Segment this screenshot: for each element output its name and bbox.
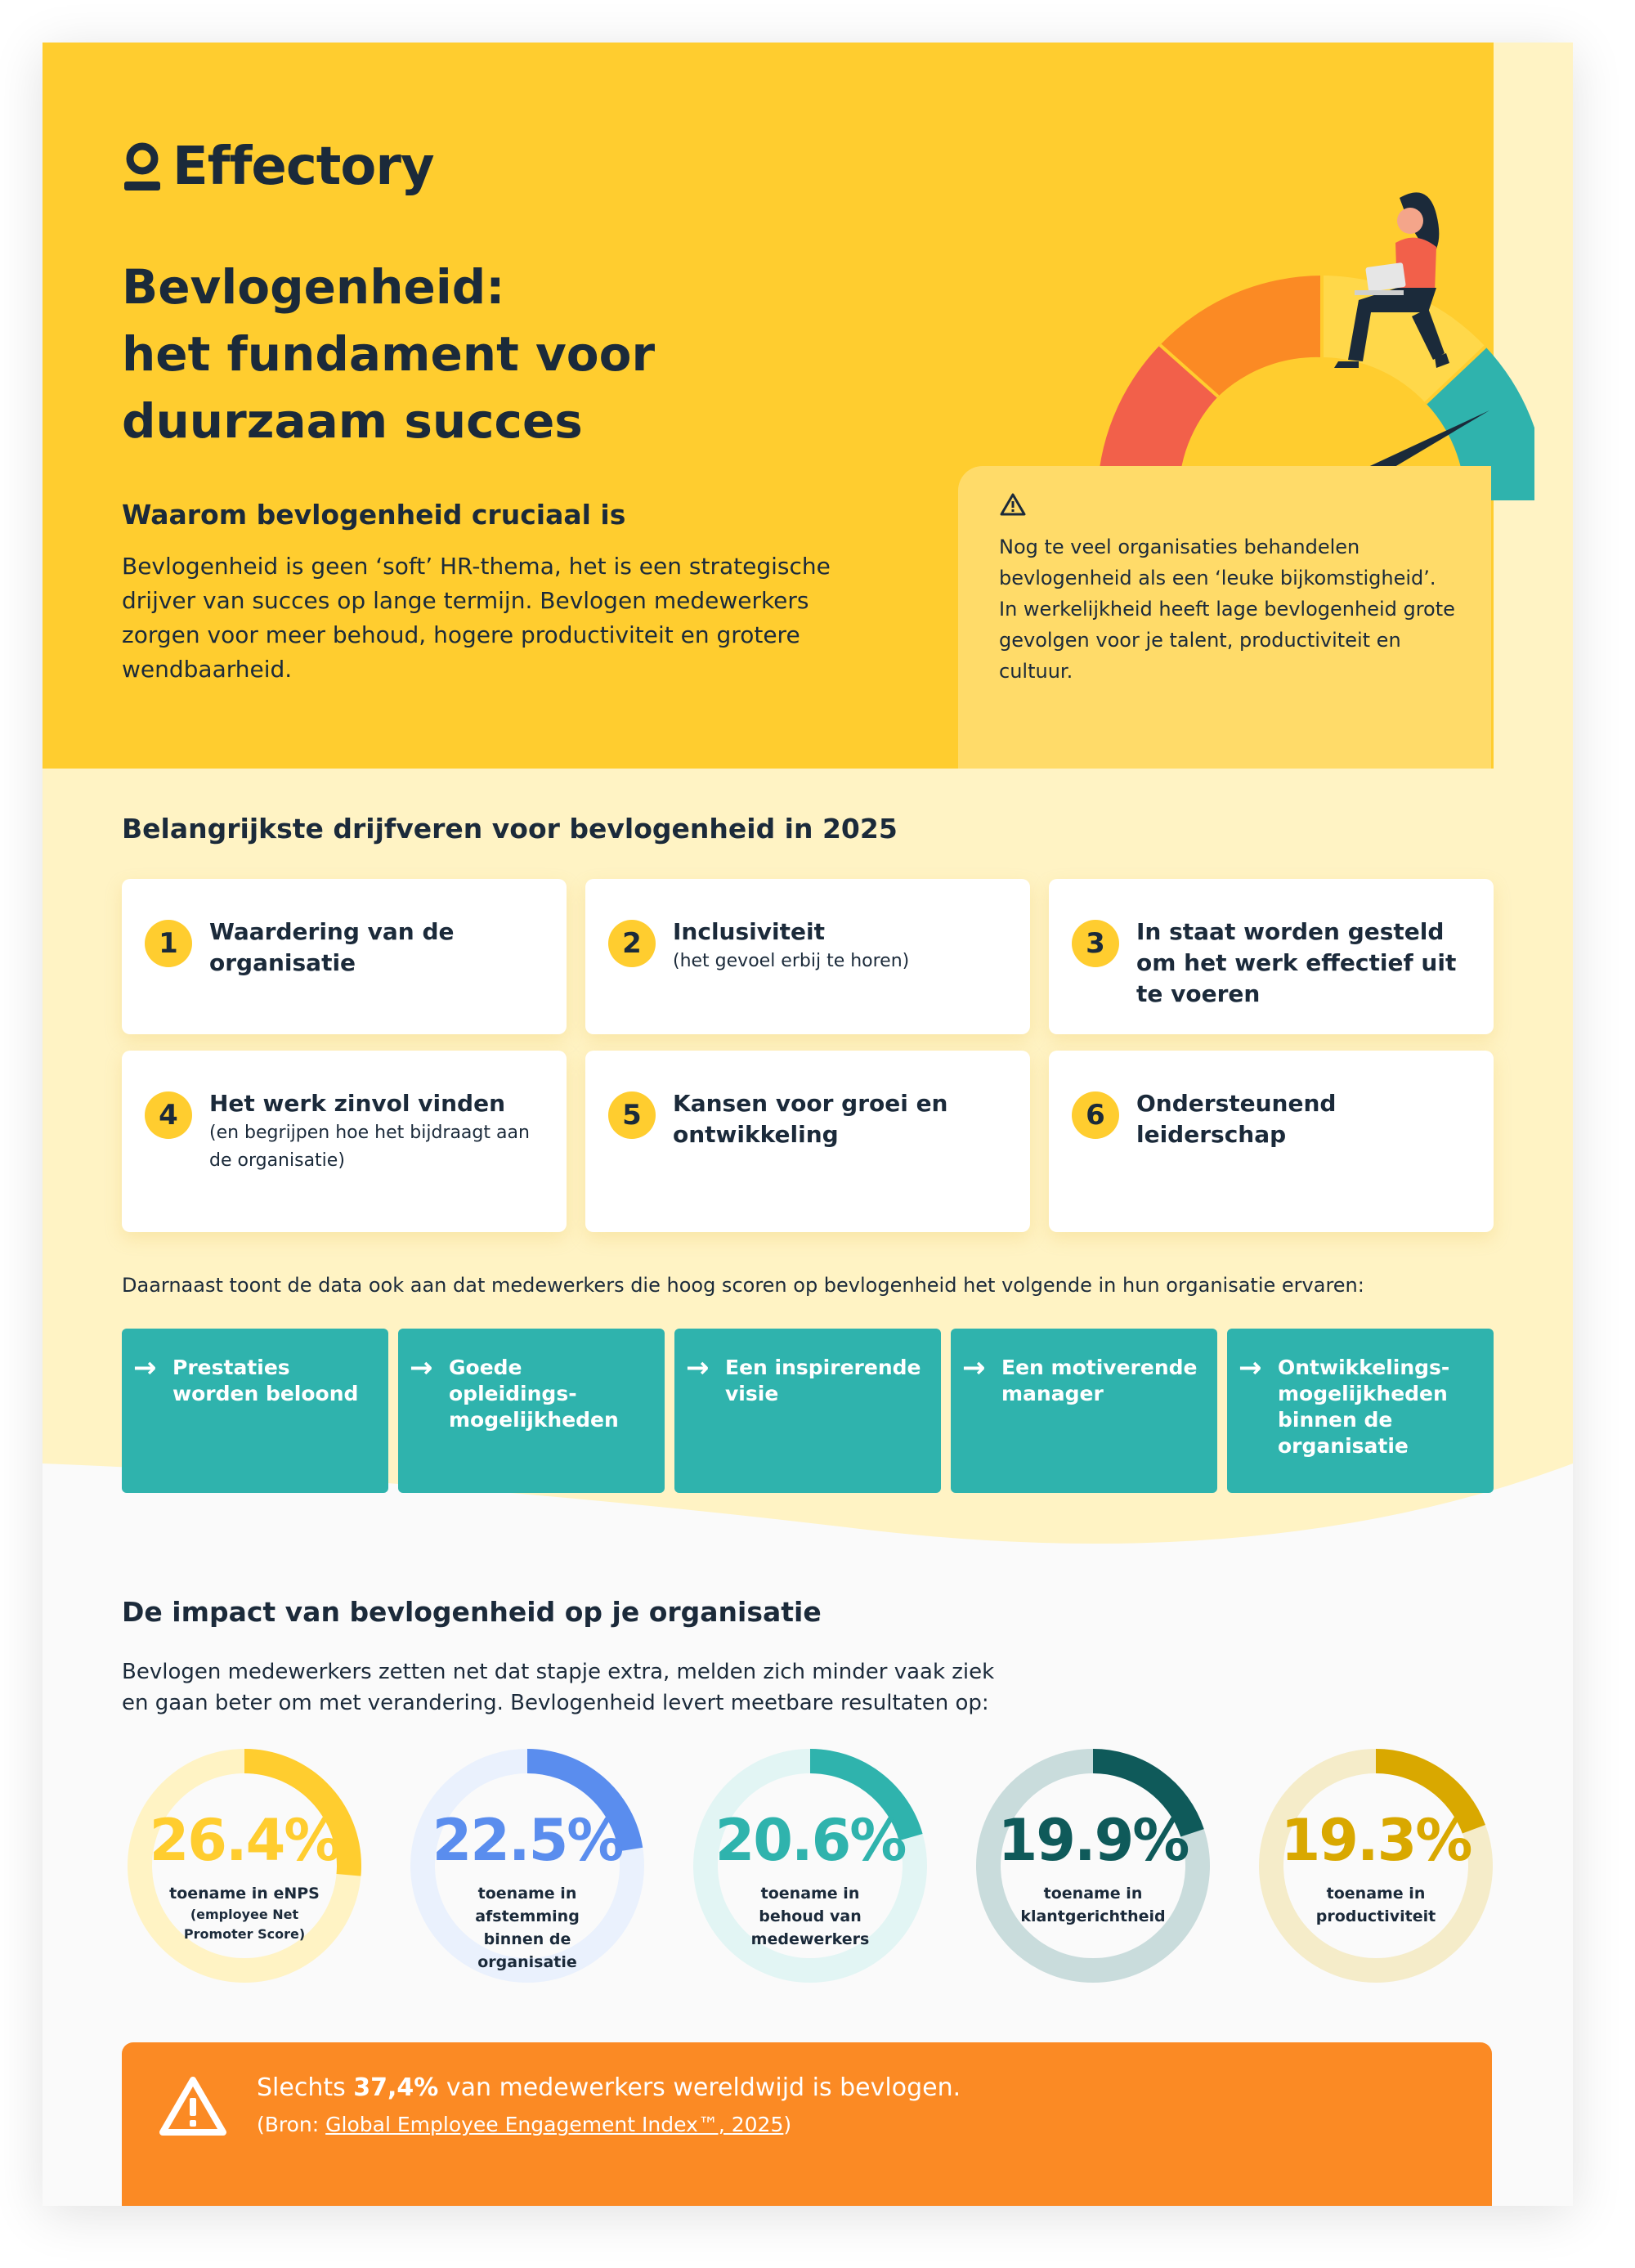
driver-title: Ondersteunend leiderschap — [1136, 1090, 1337, 1148]
stat-ring: 22.5% toename in afstemming binnen de or… — [405, 1743, 650, 1988]
driver-card: 4 Het werk zinvol vinden (en begrijpen ho… — [122, 1051, 567, 1232]
arrow-right-icon: → — [1239, 1351, 1262, 1384]
driver-title: Kansen voor groei en ontwikkeling — [673, 1090, 948, 1148]
driver-number: 2 — [608, 920, 656, 967]
stat-label: toename in behoud van medewerkers — [750, 1885, 870, 1948]
experience-text: Een inspirerende visie — [725, 1356, 921, 1405]
driver-title: Waardering van de organisatie — [209, 918, 455, 976]
banner-statement: Slechts 37,4% van medewerkers wereldwijd… — [257, 2073, 961, 2102]
banner-source: (Bron: Global Employee Engagement Index™… — [257, 2113, 792, 2136]
person-with-laptop-icon — [1334, 192, 1449, 368]
stat-label: toename in productiviteit — [1315, 1885, 1436, 1925]
why-heading: Waarom bevlogenheid cruciaal is — [122, 499, 626, 531]
driver-number: 4 — [145, 1091, 192, 1139]
driver-card: 5 Kansen voor groei en ontwikkeling — [585, 1051, 1030, 1232]
stat-ring: 19.9% toename in klantgerichtheid — [970, 1743, 1216, 1988]
impact-heading: De impact van bevlogenheid op je organis… — [122, 1596, 822, 1628]
stat-value: 19.9% — [997, 1807, 1190, 1874]
warning-text: Nog te veel organisaties behandelen bevl… — [999, 536, 1455, 683]
stat-value: 22.5% — [432, 1807, 625, 1874]
banner-highlight: 37,4% — [353, 2073, 439, 2102]
stat-label: toename in afstemming binnen de organisa… — [475, 1885, 580, 1971]
experience-tile: → Prestaties worden beloond — [122, 1329, 388, 1493]
stat-sublabel: (employee Net Promoter Score) — [183, 1907, 306, 1942]
driver-number: 3 — [1072, 920, 1119, 967]
experience-text: Ontwikkelings-mogelijkheden binnen de or… — [1278, 1356, 1450, 1458]
stat-ring: 19.3% toename in productiviteit — [1253, 1743, 1498, 1988]
stat-ring: 26.4% toename in eNPS (employee Net Promo… — [122, 1743, 367, 1988]
warning-triangle-icon — [159, 2077, 226, 2136]
why-text: Bevlogenheid is geen ‘soft’ HR-thema, he… — [122, 553, 831, 683]
experience-tile: → Een inspirerende visie — [674, 1329, 941, 1493]
driver-subtitle: (het gevoel erbij te horen) — [673, 951, 910, 971]
stat-value: 20.6% — [714, 1807, 907, 1874]
driver-subtitle: (en begrijpen hoe het bijdraagt aan de o… — [209, 1123, 530, 1171]
stat-label: toename in eNPS — [169, 1885, 320, 1903]
infographic-page: Effectory Bevlogenheid: het fundament vo… — [43, 43, 1573, 2206]
stat-value: 26.4% — [149, 1807, 342, 1874]
engagement-gauge-illustration — [1097, 192, 1534, 509]
driver-card: 6 Ondersteunend leiderschap — [1049, 1051, 1494, 1232]
brand-name: Effectory — [172, 137, 435, 197]
experience-text: Een motiverende manager — [1001, 1356, 1198, 1405]
driver-title: Het werk zinvol vinden — [209, 1090, 506, 1117]
experience-tile: → Ontwikkelings-mogelijkheden binnen de … — [1227, 1329, 1494, 1493]
drivers-heading: Belangrijkste drijfveren voor bevlogenhe… — [122, 813, 898, 845]
arrow-right-icon: → — [133, 1351, 157, 1384]
engagement-banner: Slechts 37,4% van medewerkers wereldwijd… — [122, 2042, 1492, 2206]
experience-tile: → Goede opleidings-mogelijkheden — [398, 1329, 665, 1493]
arrow-right-icon: → — [686, 1351, 710, 1384]
arrow-right-icon: → — [410, 1351, 433, 1384]
driver-card: 2 Inclusiviteit (het gevoel erbij te hore… — [585, 879, 1030, 1034]
experiences-intro: Daarnaast toont de data ook aan dat mede… — [122, 1274, 1364, 1297]
driver-title: In staat worden gesteld om het werk effe… — [1136, 918, 1457, 1007]
driver-number: 1 — [145, 920, 192, 967]
driver-number: 6 — [1072, 1091, 1119, 1139]
stat-ring: 20.6% toename in behoud van medewerkers — [688, 1743, 933, 1988]
impact-text: Bevlogen medewerkers zetten net dat stap… — [122, 1660, 995, 1715]
source-link[interactable]: Global Employee Engagement Index™, 2025 — [325, 2113, 784, 2136]
experience-tile: → Een motiverende manager — [951, 1329, 1217, 1493]
arrow-right-icon: → — [962, 1351, 986, 1384]
page-title: Bevlogenheid: het fundament voor duurzaa… — [122, 259, 656, 449]
warning-triangle-icon — [1000, 493, 1026, 516]
effectory-logo-icon — [124, 142, 160, 190]
warning-panel — [958, 466, 1491, 769]
driver-title: Inclusiviteit — [673, 918, 825, 945]
stat-label: toename in klantgerichtheid — [1020, 1885, 1166, 1925]
hero-section: Effectory Bevlogenheid: het fundament vo… — [43, 43, 1573, 769]
driver-card: 3 In staat worden gesteld om het werk ef… — [1049, 879, 1494, 1034]
brand-logo: Effectory — [122, 137, 435, 197]
experience-text: Prestaties worden beloond — [172, 1356, 359, 1405]
stat-value: 19.3% — [1280, 1807, 1473, 1874]
experience-text: Goede opleidings-mogelijkheden — [449, 1356, 619, 1432]
driver-number: 5 — [608, 1091, 656, 1139]
driver-card: 1 Waardering van de organisatie — [122, 879, 567, 1034]
